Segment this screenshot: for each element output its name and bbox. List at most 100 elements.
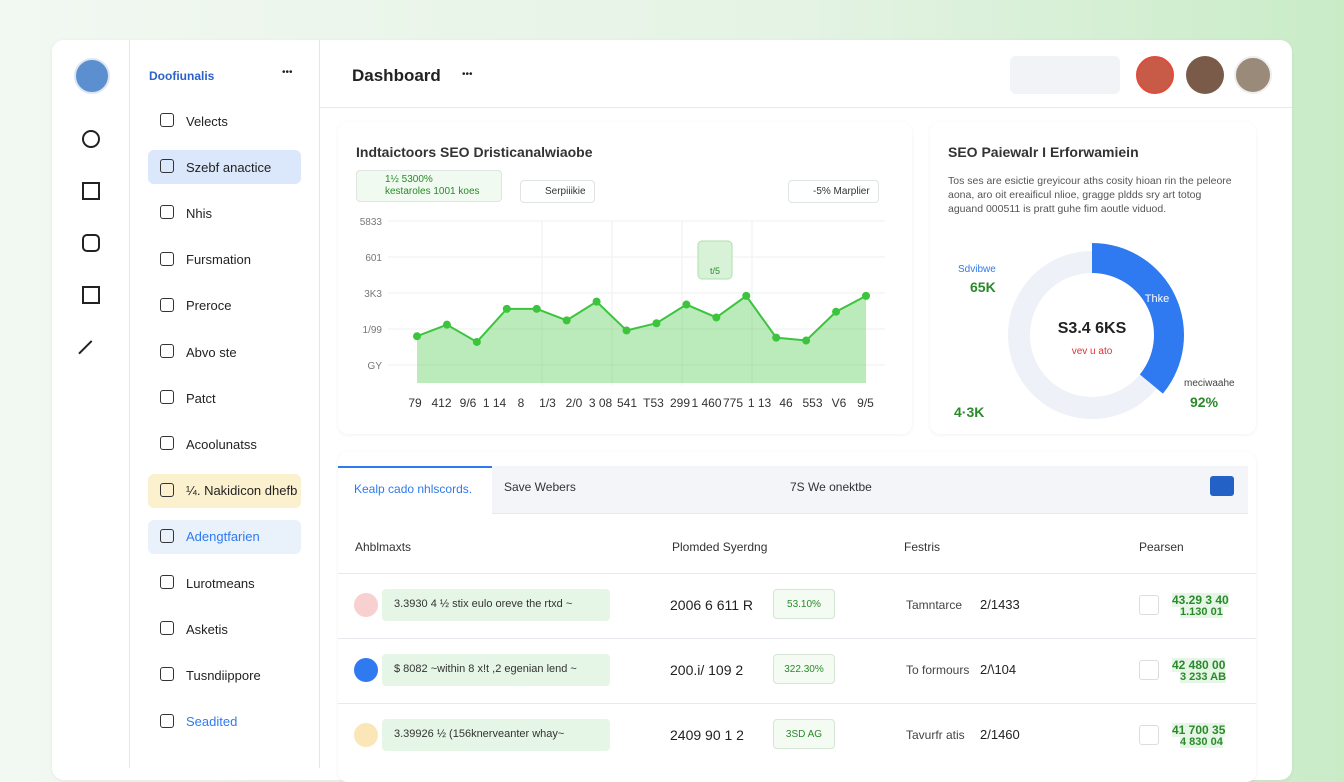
icon[interactable]	[82, 286, 100, 304]
icon	[160, 436, 174, 451]
x-tick-label: 1 14	[483, 396, 507, 410]
x-tick-label: 541	[617, 396, 637, 410]
nav-label: ¼. Nakidicon dhefb	[186, 483, 298, 499]
point	[712, 313, 721, 322]
nav-item[interactable]: Acoolunatss	[148, 427, 301, 461]
icon	[160, 482, 174, 497]
icon[interactable]	[82, 182, 100, 200]
icon[interactable]	[82, 130, 100, 148]
table-row	[338, 638, 1256, 702]
point	[682, 300, 691, 309]
point	[592, 297, 601, 306]
nav-item[interactable]: Tusndiippore	[148, 658, 301, 692]
nav-item[interactable]: Abvo ste	[148, 335, 301, 369]
point	[652, 319, 661, 328]
cell: 2006 6 611 R	[670, 597, 754, 613]
icon	[160, 667, 174, 682]
toolbar[interactable]	[1010, 56, 1120, 94]
label: Sdvibwe	[958, 264, 996, 275]
donut-chart: S3.4 6KS vev u ato Thke	[1008, 243, 1184, 419]
line	[416, 294, 867, 344]
cell: 43.29 3 40	[1172, 593, 1229, 607]
chip-text: 1½ 5300%	[385, 174, 433, 185]
row-icon	[354, 593, 378, 617]
icon	[160, 344, 174, 358]
nav-label: Lurotmeans	[186, 575, 255, 591]
avatar[interactable]	[74, 58, 110, 94]
tab[interactable]: Save Webers	[504, 480, 576, 494]
avatar[interactable]	[1136, 56, 1174, 94]
icon[interactable]	[78, 340, 104, 366]
cell: 2409 90 1 2	[670, 727, 744, 743]
checkbox[interactable]	[1139, 660, 1159, 680]
nav-label: Adengtfarien	[186, 529, 260, 545]
point	[472, 337, 481, 346]
icon-rail	[52, 40, 130, 768]
chart-title: Indtaictoors SEO Dristicanalwiaobe	[356, 144, 593, 160]
cell: 3 233 AB	[1180, 671, 1227, 683]
column-header: Plomded Syerdng	[672, 540, 768, 554]
avatar[interactable]	[1186, 56, 1224, 94]
nav-item[interactable]: Seadited	[148, 705, 301, 739]
header: Dashboard •••	[320, 40, 1292, 108]
point	[622, 326, 631, 335]
point	[832, 307, 841, 316]
nav-item[interactable]: Lurotmeans	[148, 566, 301, 600]
label: 92%	[1190, 394, 1219, 410]
point	[502, 304, 511, 313]
nav-item[interactable]: ¼. Nakidicon dhefb	[148, 473, 301, 508]
icon	[160, 251, 174, 266]
nav-item[interactable]: Velects	[148, 104, 301, 138]
nav-item[interactable]: Patct	[148, 381, 301, 415]
legend-chip[interactable]: Serpiiikie	[520, 180, 595, 203]
nav-label: Acoolunatss	[186, 436, 257, 452]
cell: 3SD AG	[773, 719, 835, 749]
nav-item[interactable]: Asketis	[148, 612, 301, 646]
cell: 4 830 04	[1180, 736, 1223, 748]
row-icon	[354, 658, 378, 682]
tooltip-text: t/5	[710, 266, 720, 276]
description: Tos ses are esictie greyicour aths cosit…	[948, 174, 1232, 216]
brand: Doofiunalis	[149, 69, 215, 83]
legend-chip[interactable]: 1½ 5300% kestaroles 1001 koes	[356, 170, 502, 202]
nav-item[interactable]: Preroce	[148, 289, 301, 323]
tab[interactable]: Kealp cado nhlscords.	[338, 466, 492, 514]
row-icon	[354, 723, 378, 747]
checkbox[interactable]	[1139, 595, 1159, 615]
icon	[160, 113, 174, 127]
icon[interactable]	[82, 234, 100, 252]
tab[interactable]: 7S We onektbe	[790, 480, 872, 494]
text: Tos ses are esictie greyicour aths cosit…	[948, 175, 1232, 187]
x-tick-label: 9/5	[857, 396, 874, 410]
chip-text: kestaroles 1001 koes	[385, 186, 480, 197]
nav-item[interactable]: Nhis	[148, 196, 301, 230]
avatar[interactable]	[1234, 56, 1272, 94]
column-header: Festris	[904, 540, 940, 554]
x-tick-label: 79	[408, 396, 422, 410]
menu[interactable]: •••	[462, 69, 473, 80]
nav-label: Abvo ste	[186, 344, 237, 360]
cell: 41 700 35	[1172, 723, 1226, 737]
text: aona, aro oit ereaificul nlioe, gragge p…	[948, 189, 1202, 201]
checkbox[interactable]	[1139, 725, 1159, 745]
x-tick-label: 299	[670, 396, 690, 410]
menu[interactable]: •••	[282, 67, 293, 78]
point	[532, 304, 541, 313]
x-tick-label: 46	[779, 396, 793, 410]
table-row	[338, 573, 1256, 637]
legend-chip[interactable]: -5% Marplier	[788, 180, 879, 203]
nav-item[interactable]: Fursmation	[148, 243, 301, 277]
nav-item[interactable]: Szebf anactice	[148, 150, 301, 185]
point	[802, 336, 811, 345]
point	[442, 320, 451, 329]
cell: 3.39926 ½ (156knerveanter whay~	[382, 719, 610, 751]
y-tick-label: 1/99	[363, 325, 383, 336]
y-tick-label: 5833	[360, 217, 383, 228]
x-tick-label: 9/6	[460, 396, 477, 410]
nav-item[interactable]: Adengtfarien	[148, 519, 301, 554]
point	[862, 291, 870, 300]
next-button[interactable]	[1210, 476, 1234, 496]
chart-card: Indtaictoors SEO Dristicanalwiaobe 1½ 53…	[338, 122, 912, 434]
line-chart: GY 1/99 3K3 601 5833 79 412 9/6 1 14 8 1/3 2/0 3 08 5…	[360, 217, 885, 410]
x-tick-label: 553	[802, 396, 822, 410]
